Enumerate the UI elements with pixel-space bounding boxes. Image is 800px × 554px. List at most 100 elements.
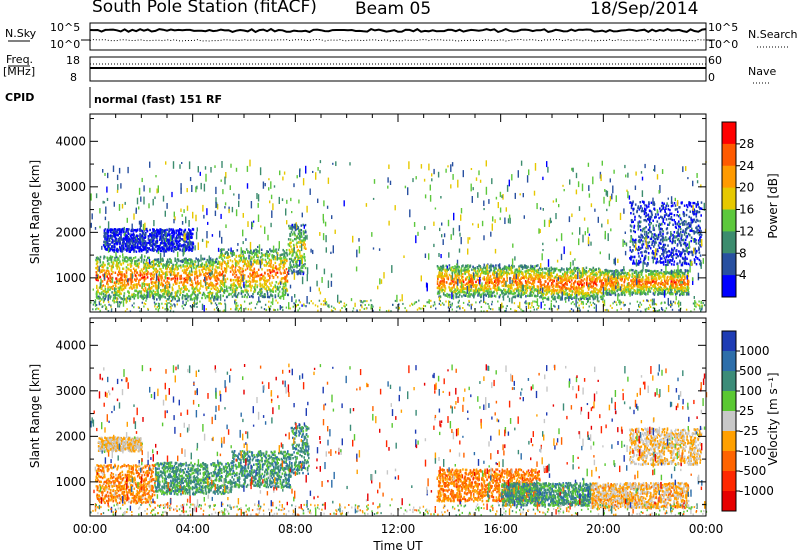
echo-cell — [597, 289, 600, 292]
echo-cell — [466, 264, 468, 268]
echo-cell — [235, 284, 237, 288]
echo-cell — [243, 276, 245, 280]
echo-cell — [107, 283, 109, 286]
echo-cell — [471, 277, 474, 281]
echo-cell — [127, 263, 129, 266]
echo-cell — [287, 272, 290, 275]
echo-cell — [247, 280, 249, 283]
echo-cell — [183, 284, 185, 288]
echo-cell — [118, 287, 120, 291]
echo-cell — [482, 266, 485, 269]
echo-cell — [196, 264, 199, 268]
echo-cell — [444, 287, 447, 290]
echo-cell — [448, 264, 451, 267]
echo-cell — [295, 251, 297, 254]
echo-cell — [514, 268, 517, 272]
echo-cell — [593, 275, 595, 278]
echo-cell — [167, 260, 170, 264]
echo-cell — [160, 278, 163, 282]
echo-cell — [620, 269, 622, 272]
echo-cell — [174, 259, 176, 263]
echo-cell — [121, 259, 124, 262]
echo-cell — [528, 275, 530, 278]
echo-cell — [540, 294, 542, 298]
echo-cell — [451, 288, 453, 291]
echo-cell — [296, 245, 298, 249]
echo-cell — [536, 285, 539, 288]
echo-cell — [271, 249, 273, 253]
echo-cell — [146, 276, 149, 279]
echo-cell — [145, 261, 148, 264]
echo-cell — [593, 273, 596, 276]
echo-cell — [529, 269, 531, 272]
echo-cell — [271, 274, 274, 277]
echo-cell — [211, 291, 214, 295]
echo-cell — [117, 286, 119, 289]
echo-cell — [230, 293, 232, 296]
echo-cell — [290, 241, 292, 244]
echo-cell — [540, 268, 542, 271]
echo-cell — [269, 271, 272, 274]
echo-cell — [453, 290, 455, 293]
echo-cell — [131, 293, 133, 296]
echo-cell — [533, 289, 535, 292]
echo-cell — [496, 287, 498, 291]
echo-cell — [602, 283, 604, 287]
echo-cell — [536, 294, 539, 297]
echo-cell — [101, 263, 103, 267]
echo-cell — [493, 269, 496, 272]
echo-cell — [524, 289, 527, 292]
echo-cell — [498, 296, 501, 299]
echo-cell — [526, 276, 528, 280]
echo-cell — [492, 286, 495, 289]
echo-cell — [512, 278, 514, 281]
echo-cell — [506, 276, 508, 280]
echo-cell — [521, 267, 524, 270]
echo-cell — [599, 273, 602, 276]
echo-cell — [467, 271, 470, 274]
echo-cell — [447, 277, 450, 281]
echo-cell — [208, 258, 211, 261]
echo-cell — [448, 293, 450, 297]
echo-cell — [292, 263, 295, 267]
echo-cell — [269, 248, 271, 251]
echo-cell — [114, 291, 117, 295]
echo-cell — [111, 291, 113, 294]
echo-cell — [631, 291, 633, 295]
echo-cell — [279, 254, 282, 257]
echo-cell — [252, 295, 254, 299]
echo-cell — [475, 286, 477, 289]
echo-cell — [189, 273, 191, 276]
echo-cell — [286, 258, 288, 261]
echo-cell — [143, 293, 145, 296]
echo-cell — [444, 285, 446, 288]
echo-cell — [537, 287, 539, 290]
echo-cell — [151, 265, 153, 268]
echo-cell — [469, 295, 471, 298]
echo-cell — [112, 271, 114, 274]
echo-cell — [466, 282, 468, 285]
echo-cell — [221, 257, 223, 260]
echo-cell — [263, 295, 265, 299]
echo-cell — [281, 294, 284, 298]
echo-cell — [462, 272, 464, 276]
echo-cell — [267, 274, 270, 277]
echo-cell — [153, 281, 155, 284]
echo-cell — [190, 264, 192, 268]
echo-cell — [151, 264, 154, 267]
echo-cell — [284, 282, 287, 285]
echo-cell — [209, 283, 212, 287]
echo-cell — [106, 269, 108, 272]
echo-cell — [193, 278, 196, 281]
echo-cell — [144, 271, 146, 274]
echo-cell — [611, 272, 613, 276]
echo-cell — [208, 260, 211, 263]
echo-cell — [496, 292, 498, 295]
echo-cell — [592, 297, 595, 300]
echo-cell — [227, 253, 229, 257]
echo-cell — [608, 289, 611, 293]
echo-cell — [472, 282, 474, 285]
echo-cell — [476, 278, 479, 281]
echo-cell — [585, 266, 588, 269]
echo-cell — [532, 279, 534, 283]
